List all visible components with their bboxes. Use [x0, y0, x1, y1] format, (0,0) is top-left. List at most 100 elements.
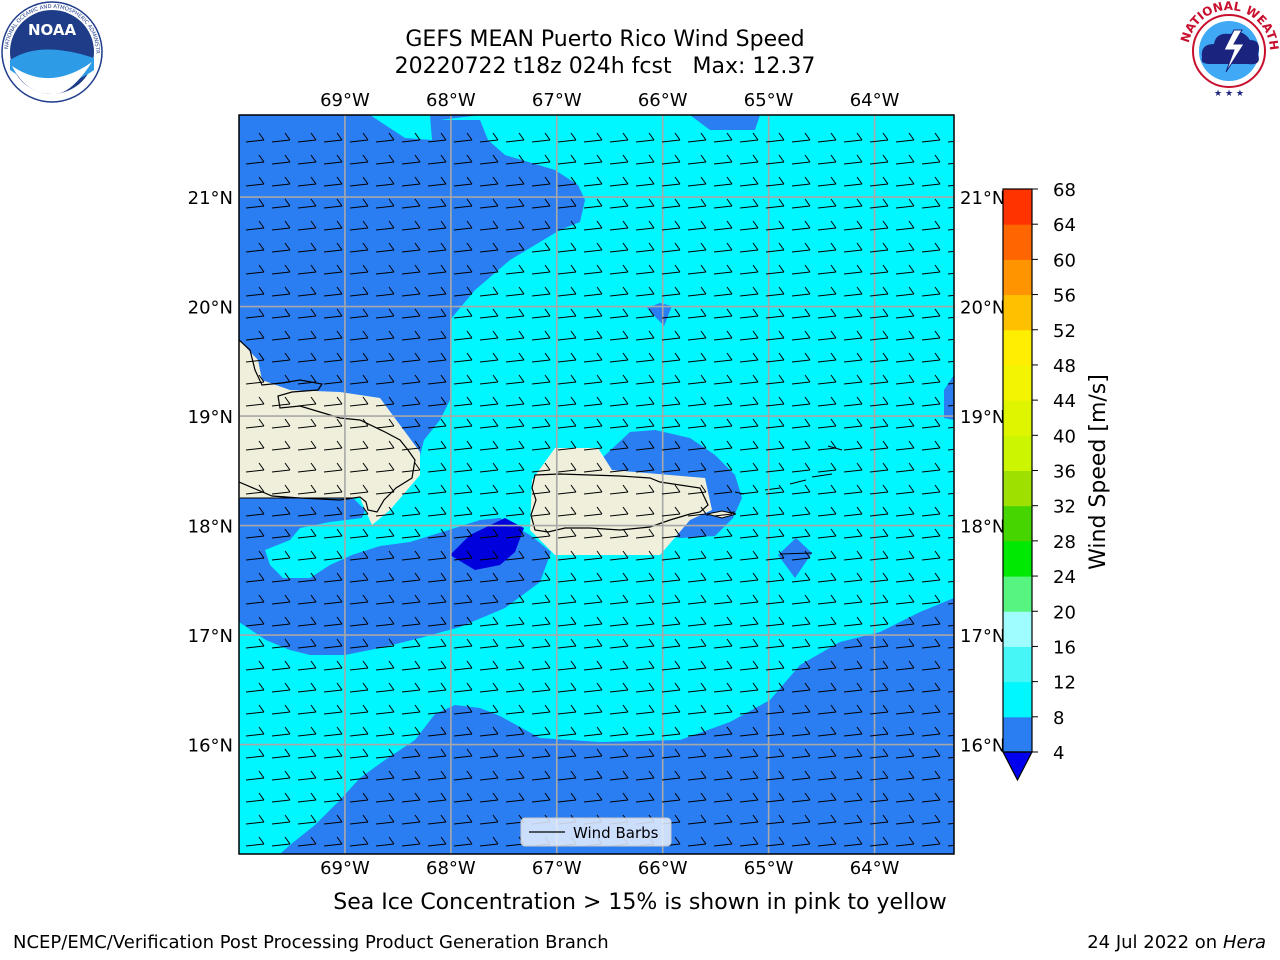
wind-barb	[531, 330, 551, 341]
wind-barb	[765, 616, 785, 627]
wind-barb	[271, 616, 291, 627]
wind-barb	[661, 396, 681, 407]
wind-barb	[895, 308, 915, 319]
lat-label-left-0: 21°N	[188, 188, 233, 209]
lat-label-right-2: 19°N	[960, 407, 1005, 428]
wind-barb	[427, 264, 447, 275]
wind-barb	[297, 682, 317, 693]
wind-barb	[531, 176, 551, 187]
wind-barb	[271, 440, 291, 451]
wind-barb	[557, 660, 577, 671]
wind-barb	[505, 462, 525, 473]
wind-barb	[297, 198, 317, 209]
wind-barb	[349, 264, 369, 275]
wind-barb	[895, 528, 915, 539]
colorbar-segment-15	[1003, 189, 1032, 225]
wind-barb	[765, 638, 785, 649]
wind-barb	[791, 726, 811, 737]
wind-barb	[609, 770, 629, 781]
wind-barb	[531, 242, 551, 253]
lon-label-top-4: 65°W	[744, 90, 794, 111]
colorbar-segment-0	[1003, 716, 1032, 753]
wind-barb	[401, 374, 421, 385]
wind-barb	[661, 462, 681, 473]
wind-barb	[713, 704, 733, 715]
coast-puerto-rico	[530, 473, 709, 533]
wind-barb	[765, 264, 785, 275]
wind-barb	[271, 748, 291, 759]
wind-barb	[635, 418, 655, 429]
wind-barb	[323, 330, 343, 341]
wind-barb	[609, 528, 629, 539]
wind-barb	[349, 462, 369, 473]
wind-barb	[557, 550, 577, 561]
wind-barb	[505, 594, 525, 605]
wind-barb	[609, 176, 629, 187]
wind-barb	[505, 198, 525, 209]
wind-barb	[583, 638, 603, 649]
wind-barb	[635, 550, 655, 561]
wind-barb	[687, 792, 707, 803]
wind-barb	[375, 528, 395, 539]
wind-barb	[583, 660, 603, 671]
wind-barb	[557, 462, 577, 473]
colorbar-tick-label-3: 16	[1053, 637, 1076, 658]
wind-barb	[271, 242, 291, 253]
wind-barb	[661, 484, 681, 495]
wind-barb	[765, 748, 785, 759]
wind-barb	[791, 616, 811, 627]
wind-barb	[531, 484, 551, 495]
colorbar-segment-14	[1003, 224, 1032, 260]
wind-barb	[349, 484, 369, 495]
wind-barb	[817, 440, 837, 451]
wind-barb	[739, 726, 759, 737]
wind-barb	[843, 660, 863, 671]
wind-barb	[843, 242, 863, 253]
wind-barb	[739, 748, 759, 759]
wind-barb	[271, 550, 291, 561]
wind-barb	[869, 660, 889, 671]
wind-barb	[323, 264, 343, 275]
wind-barb	[817, 374, 837, 385]
wind-barb	[583, 792, 603, 803]
wind-barb	[427, 770, 447, 781]
wind-barb	[583, 748, 603, 759]
wind-barb	[687, 396, 707, 407]
wind-barb	[349, 704, 369, 715]
wind-barb	[843, 308, 863, 319]
wind-barb	[687, 462, 707, 473]
wind-barb	[739, 242, 759, 253]
wind-barb	[245, 330, 265, 341]
wind-barb	[843, 528, 863, 539]
wind-barb	[505, 792, 525, 803]
wind-barb	[583, 264, 603, 275]
wind-barb	[245, 638, 265, 649]
footer-credit: NCEP/EMC/Verification Post Processing Pr…	[13, 932, 609, 953]
wind-barb	[479, 308, 499, 319]
wind-barb	[557, 484, 577, 495]
wind-barb	[583, 308, 603, 319]
wind-barb	[375, 682, 395, 693]
wind-barb	[921, 528, 941, 539]
wind-barb	[557, 726, 577, 737]
wind-barb	[609, 506, 629, 517]
wind-barb	[245, 154, 265, 165]
wind-barb	[609, 440, 629, 451]
wind-barb	[687, 682, 707, 693]
wind-barb	[505, 396, 525, 407]
wind-barb	[479, 352, 499, 363]
wind-barb	[427, 132, 447, 143]
wind-barb	[739, 396, 759, 407]
colorbar-tick-label-8: 36	[1053, 462, 1076, 483]
wind-barb	[323, 132, 343, 143]
wind-barb	[375, 770, 395, 781]
wind-barb	[739, 836, 759, 847]
wind-barb	[323, 792, 343, 803]
wind-barb	[609, 726, 629, 737]
wind-barb	[349, 616, 369, 627]
wind-barb	[401, 396, 421, 407]
wind-barb	[947, 558, 954, 561]
wind-barb	[479, 528, 499, 539]
wind-barb	[375, 726, 395, 737]
